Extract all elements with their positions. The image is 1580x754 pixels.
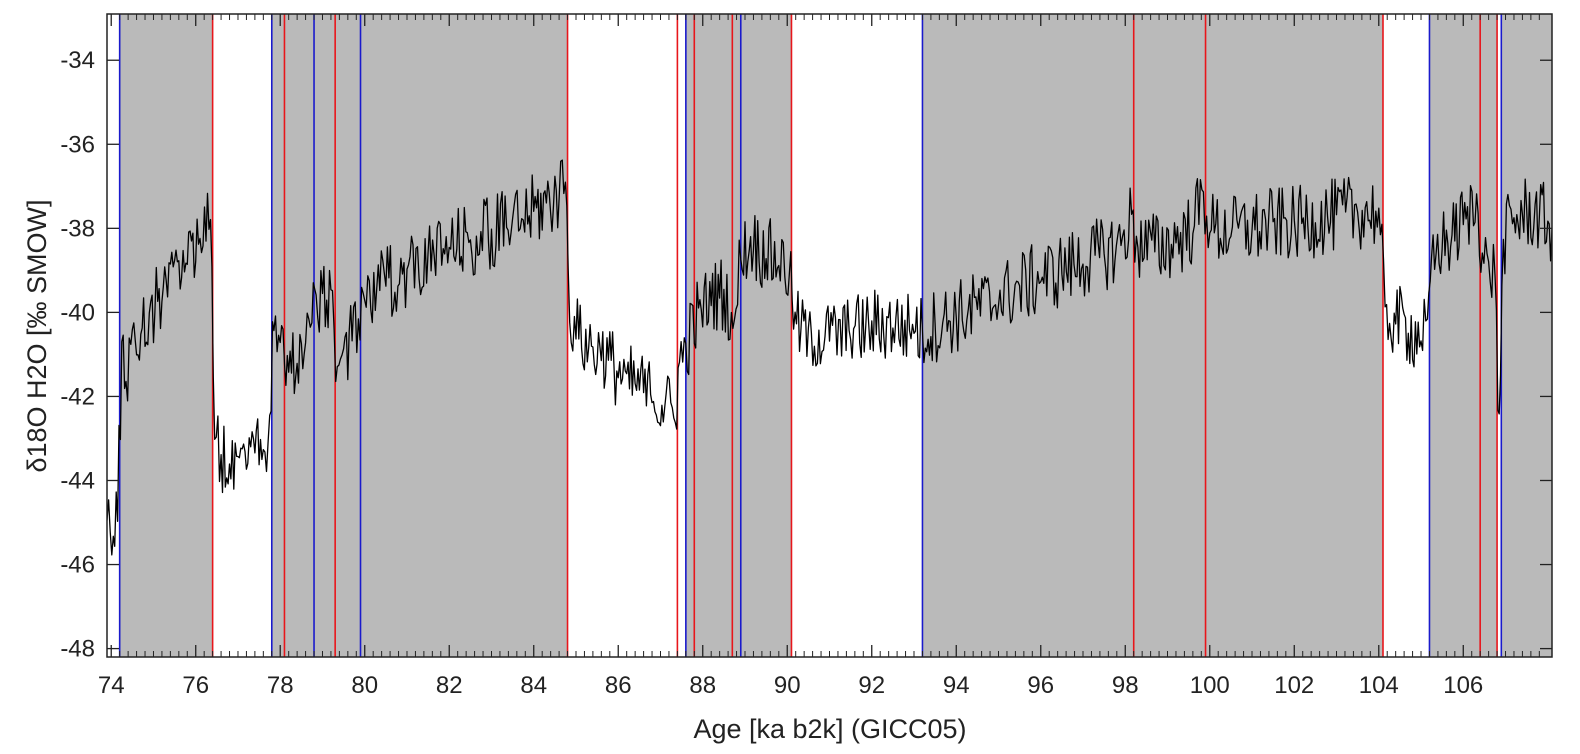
- shaded-interval-5: [1501, 14, 1552, 657]
- x-tick-label: 90: [774, 672, 801, 699]
- x-tick-label: 84: [520, 672, 547, 699]
- shaded-interval-3: [922, 14, 1383, 657]
- x-tick-label: 76: [182, 672, 209, 699]
- shaded-interval-2: [685, 14, 792, 657]
- shaded-intervals: [119, 14, 1552, 657]
- y-tick-label: -42: [60, 383, 95, 410]
- x-axis-label: Age [ka b2k] (GICC05): [693, 714, 966, 744]
- x-tick-label: 82: [436, 672, 463, 699]
- x-tick-label: 74: [98, 672, 125, 699]
- event-lines: [118, 14, 1503, 657]
- y-tick-label: -48: [60, 636, 95, 663]
- y-tick-label: -44: [60, 467, 95, 494]
- x-tick-label: 100: [1190, 672, 1230, 699]
- plot-frame: [106, 13, 1553, 658]
- x-tick-label: 102: [1274, 672, 1314, 699]
- x-tick-label: 94: [943, 672, 970, 699]
- y-axis-label: δ18O H2O [‰ SMOW]: [22, 199, 52, 472]
- x-tick-label: 98: [1112, 672, 1139, 699]
- y-tick-label: -40: [60, 299, 95, 326]
- y-tick-label: -46: [60, 552, 95, 579]
- x-tick-label: 88: [689, 672, 716, 699]
- x-tick-label: 86: [605, 672, 632, 699]
- shaded-interval-1: [271, 14, 568, 657]
- shaded-interval-0: [119, 14, 213, 657]
- x-tick-label: 80: [351, 672, 378, 699]
- x-tick-label: 106: [1443, 672, 1483, 699]
- x-tick-label: 92: [858, 672, 885, 699]
- series-line-0: [107, 159, 1552, 556]
- series-layer: [107, 159, 1552, 556]
- x-tick-label: 96: [1027, 672, 1054, 699]
- shaded-interval-4: [1429, 14, 1498, 657]
- y-tick-label: -36: [60, 131, 95, 158]
- x-tick-label: 104: [1359, 672, 1399, 699]
- x-tick-label: 78: [267, 672, 294, 699]
- y-tick-label: -38: [60, 215, 95, 242]
- axis-ticks: 74 76 78 80 82 84 86 88 90 92 94 96 98 100 102 104 106 -3…: [60, 14, 1552, 699]
- y-tick-label: -34: [60, 47, 95, 74]
